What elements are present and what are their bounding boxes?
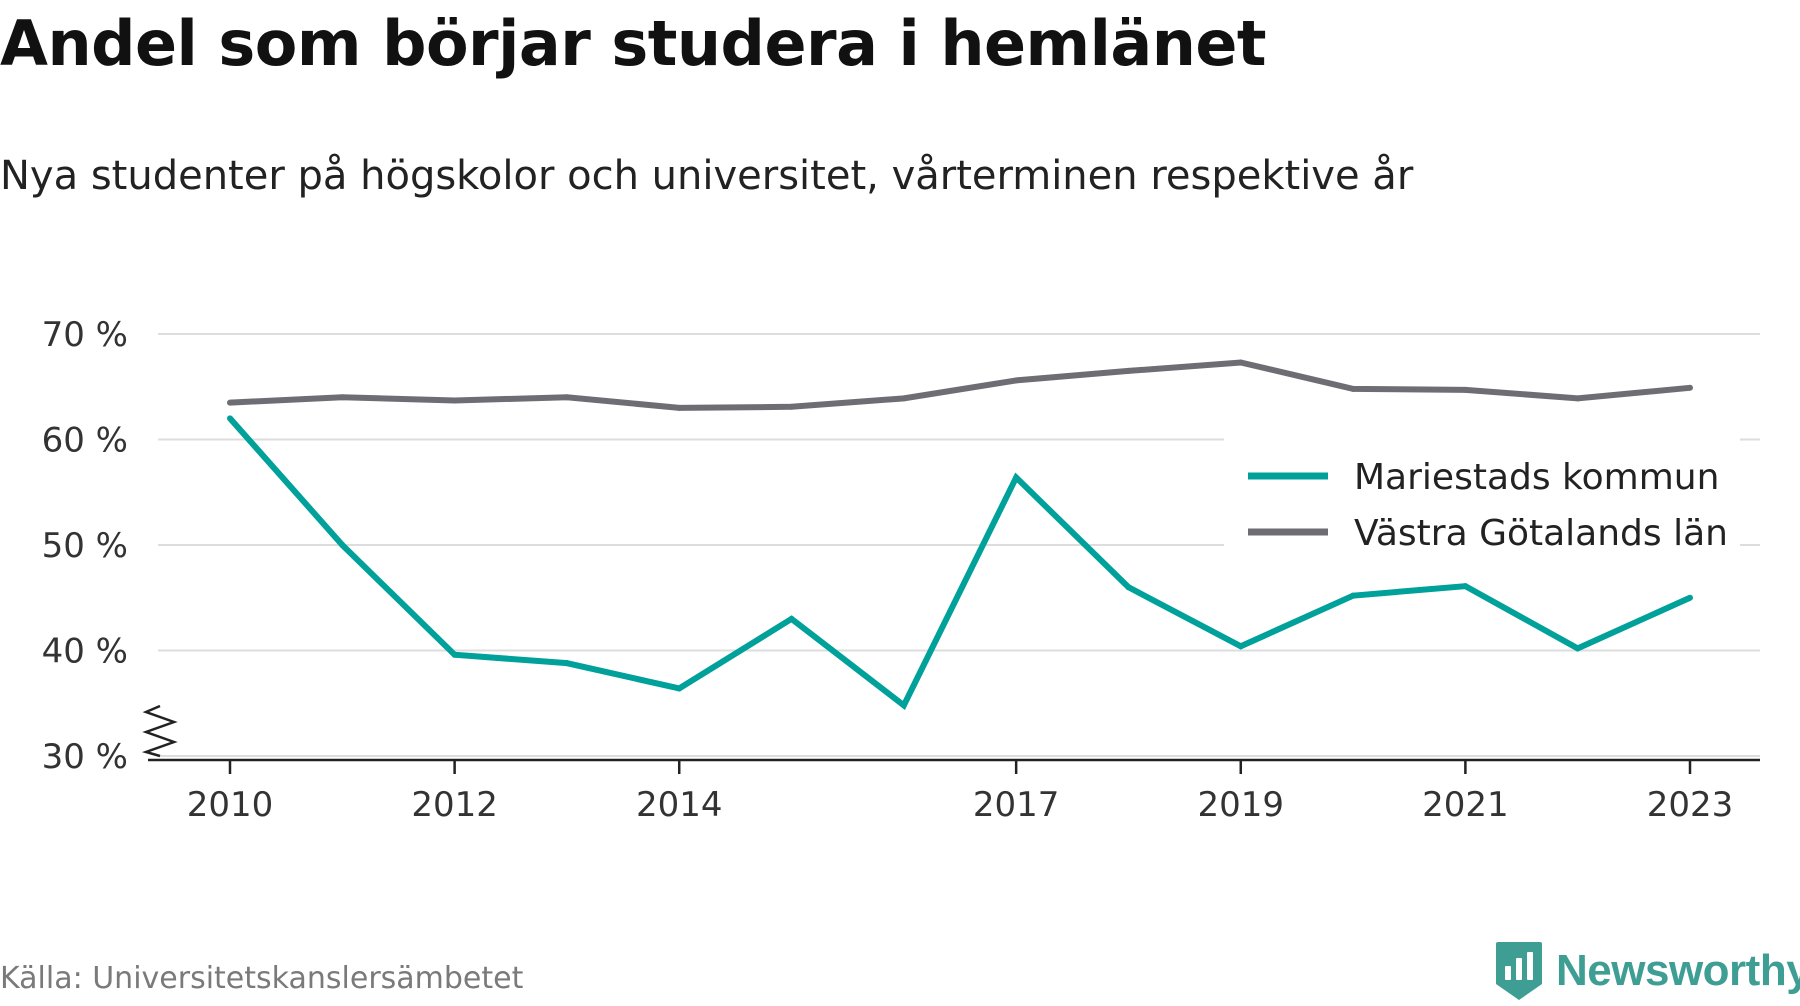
- data-point-1-2015: [788, 403, 795, 410]
- data-point-0-2011: [339, 542, 346, 548]
- data-point-0-2023: [1687, 594, 1693, 601]
- legend: Mariestads kommun Västra Götalands län: [1224, 438, 1740, 558]
- data-point-0-2021: [1462, 583, 1469, 590]
- data-point-0-2012: [451, 651, 458, 658]
- series-line-1: [229, 359, 1691, 411]
- brand-logo: Newsworthy: [1494, 936, 1800, 1006]
- axes: 30 % 40 % 50 % 60 % 70 % 2010 2012 2014 2017 2019…: [42, 315, 1760, 825]
- data-point-0-2010: [227, 415, 233, 422]
- series-lines: [227, 359, 1693, 710]
- legend-label-1: Västra Götalands län: [1354, 513, 1728, 554]
- data-point-0-2016: [900, 702, 907, 709]
- data-point-0-2018: [1125, 584, 1132, 591]
- data-point-1-2019: [1237, 359, 1244, 366]
- data-point-0-2015: [788, 615, 795, 622]
- x-tick-label-2021: 2021: [1422, 785, 1509, 825]
- data-point-1-2012: [451, 397, 458, 404]
- x-tick-label-2019: 2019: [1198, 785, 1285, 825]
- data-point-1-2014: [676, 404, 683, 411]
- data-point-1-2016: [900, 395, 907, 402]
- data-point-1-2018: [1125, 367, 1132, 374]
- data-point-0-2020: [1350, 592, 1357, 599]
- chart-title: Andel som börjar studera i hemlänet: [0, 7, 1267, 80]
- data-point-1-2021: [1462, 386, 1469, 393]
- x-tick-label-2010: 2010: [187, 785, 274, 825]
- data-point-1-2011: [339, 394, 346, 401]
- y-tick-label-70: 70 %: [42, 315, 128, 355]
- y-tick-label-60: 60 %: [42, 421, 128, 461]
- x-tick-label-2017: 2017: [973, 785, 1060, 825]
- brand-name: Newsworthy: [1556, 946, 1800, 995]
- data-point-0-2013: [563, 660, 570, 667]
- data-point-1-2013: [563, 394, 570, 401]
- y-axis-break-icon: [141, 704, 178, 758]
- data-point-0-2019: [1237, 643, 1244, 650]
- data-point-0-2014: [676, 685, 683, 692]
- x-tick-label-2012: 2012: [411, 785, 498, 825]
- legend-label-0: Mariestads kommun: [1354, 457, 1719, 498]
- bar-chart-shield-icon: [1496, 942, 1542, 1000]
- data-point-1-2022: [1574, 395, 1581, 402]
- data-point-1-2020: [1350, 385, 1357, 392]
- y-tick-label-50: 50 %: [42, 526, 128, 566]
- data-point-0-2017: [1013, 474, 1020, 481]
- data-point-0-2022: [1574, 645, 1581, 652]
- legend-background: [1224, 438, 1740, 558]
- chart-subtitle: Nya studenter på högskolor och universit…: [0, 153, 1414, 199]
- series-line-0: [227, 416, 1692, 710]
- x-tick-label-2023: 2023: [1647, 785, 1734, 825]
- data-point-1-2010: [227, 399, 233, 406]
- data-point-1-2023: [1687, 384, 1693, 391]
- data-point-1-2017: [1013, 377, 1020, 384]
- y-tick-label-30: 30 %: [42, 737, 128, 777]
- x-tick-label-2014: 2014: [636, 785, 723, 825]
- source-note: Källa: Universitetskanslersämbetet: [0, 961, 524, 996]
- y-tick-label-40: 40 %: [42, 632, 128, 672]
